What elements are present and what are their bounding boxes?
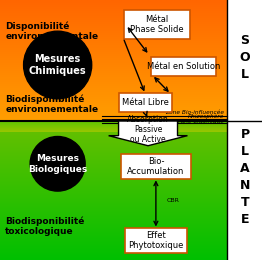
- Text: Métal
Phase Solide: Métal Phase Solide: [130, 15, 184, 34]
- Text: Bio-
Accumulation: Bio- Accumulation: [127, 157, 184, 176]
- Text: Biodisponibilité
environnementale: Biodisponibilité environnementale: [5, 94, 98, 114]
- FancyBboxPatch shape: [125, 228, 187, 253]
- Text: Métal en Solution: Métal en Solution: [147, 62, 220, 71]
- Text: Absorption
Passive
ou Active: Absorption Passive ou Active: [127, 115, 169, 144]
- Text: Mesures
Biologiques: Mesures Biologiques: [28, 154, 87, 174]
- Text: P
L
A
N
T
E: P L A N T E: [240, 128, 250, 226]
- Text: Biodisponibilité
toxicologique: Biodisponibilité toxicologique: [5, 216, 85, 236]
- Text: Membrane plasmique: Membrane plasmique: [160, 119, 224, 124]
- FancyBboxPatch shape: [124, 10, 190, 39]
- FancyBboxPatch shape: [151, 57, 216, 76]
- Text: Effet
Phytotoxique: Effet Phytotoxique: [128, 231, 184, 250]
- Text: Rhizosphère: Rhizosphère: [188, 114, 224, 119]
- Bar: [227, 0, 262, 260]
- Circle shape: [24, 31, 92, 99]
- Text: Disponibilité
environnementale: Disponibilité environnementale: [5, 21, 98, 41]
- Text: S
O
L: S O L: [240, 34, 250, 81]
- Circle shape: [30, 136, 85, 191]
- Text: CBR: CBR: [166, 198, 179, 203]
- Text: Zone Bio-influencée: Zone Bio-influencée: [165, 110, 224, 115]
- Text: Métal Libre: Métal Libre: [122, 98, 169, 107]
- Text: Mesures
Chimiques: Mesures Chimiques: [29, 54, 86, 76]
- FancyBboxPatch shape: [121, 154, 191, 179]
- FancyBboxPatch shape: [118, 93, 172, 112]
- Polygon shape: [108, 121, 188, 146]
